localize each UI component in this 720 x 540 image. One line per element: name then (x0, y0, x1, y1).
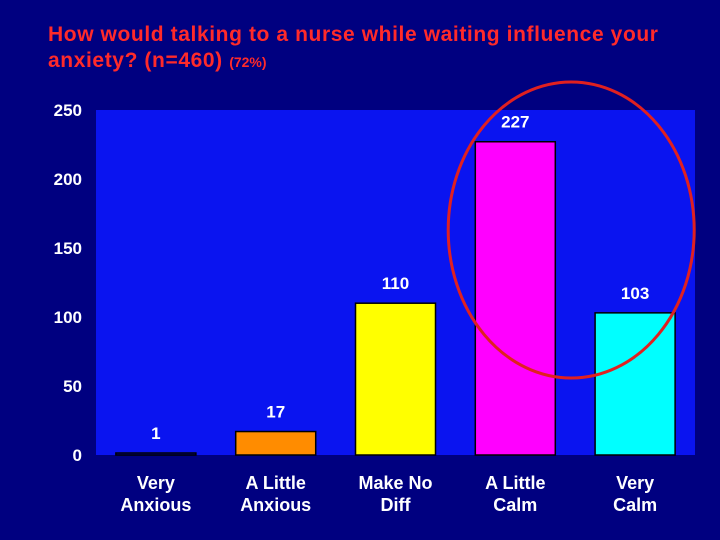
category-label: A Little Anxious (240, 473, 311, 515)
chart-title-sub: (72%) (229, 54, 267, 70)
category-label: A Little Calm (485, 473, 545, 515)
bar (594, 312, 676, 456)
data-label: 103 (621, 284, 649, 303)
y-tick-label: 50 (63, 377, 82, 396)
x-axis-categories: Very Anxious A Little Anxious Make No Diff A L… (120, 473, 657, 515)
bar (115, 452, 197, 456)
bar (474, 140, 557, 456)
highlight-ellipse (446, 80, 696, 380)
category-label: Very Calm (613, 473, 657, 515)
category-label: Very Anxious (120, 473, 191, 515)
y-tick-label: 200 (54, 170, 82, 189)
y-tick-label: 100 (54, 308, 82, 327)
y-tick-label: 0 (73, 446, 82, 465)
data-label: 110 (382, 274, 409, 293)
y-tick-label: 250 (54, 101, 82, 120)
data-labels: 1 17 110 227 103 (151, 113, 649, 443)
data-label: 1 (151, 424, 160, 443)
data-label: 17 (266, 403, 285, 422)
bar (234, 430, 317, 456)
bar (354, 302, 437, 456)
data-label: 227 (501, 113, 529, 132)
y-axis-ticks: 0 50 100 150 200 250 (54, 101, 82, 465)
bars (115, 140, 676, 456)
category-label: Make No Diff (358, 473, 432, 515)
chart-title: How would talking to a nurse while waiti… (48, 22, 688, 75)
chart-title-main: How would talking to a nurse while waiti… (48, 23, 659, 72)
y-tick-label: 150 (54, 239, 82, 258)
